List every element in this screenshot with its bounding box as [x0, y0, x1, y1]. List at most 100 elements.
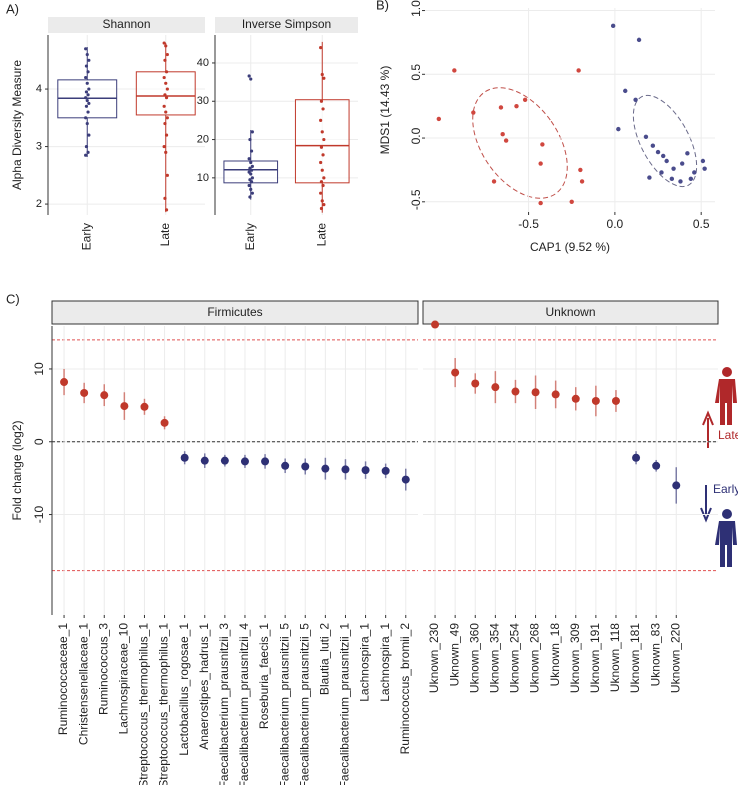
x-tick-label: Faecalibacterium_prausnitzii_1	[338, 623, 352, 785]
point	[322, 137, 326, 142]
point	[180, 453, 189, 462]
point	[164, 110, 168, 114]
point	[341, 465, 350, 474]
x-tick-label: Uknown_220	[668, 623, 682, 693]
y-tick-label: 1.0	[409, 0, 423, 17]
point	[84, 64, 89, 68]
point	[120, 402, 129, 411]
point	[162, 104, 166, 108]
x-tick-label: Blautia_luti_2	[318, 623, 332, 695]
point	[87, 133, 91, 137]
point	[165, 52, 169, 57]
point	[249, 149, 254, 153]
point	[247, 74, 251, 78]
x-axis-label: CAP1 (9.52 %)	[530, 240, 610, 254]
point	[249, 187, 253, 191]
x-tick-label: Roseburia_faecis_1	[257, 623, 271, 729]
point	[86, 93, 90, 97]
point	[85, 121, 89, 126]
point	[281, 461, 290, 470]
annotation-late: Late	[718, 428, 738, 442]
point	[240, 457, 249, 466]
x-tick-label: Christensenellaceae_1	[76, 623, 90, 745]
x-tick-label: Uknown_181	[628, 623, 642, 693]
point	[319, 160, 323, 165]
ellipses	[472, 87, 698, 199]
point	[511, 387, 520, 396]
point	[702, 166, 707, 171]
x-tick-label: Uknown_49	[447, 623, 461, 687]
y-tick-label: 20	[197, 133, 209, 145]
point	[220, 456, 229, 465]
y-tick-label: -10	[32, 506, 46, 524]
y-tick-label: 10	[197, 172, 209, 184]
point	[514, 103, 519, 109]
facet-strip	[422, 300, 719, 325]
point	[503, 138, 509, 143]
point	[86, 70, 90, 74]
point	[491, 179, 497, 184]
point	[163, 121, 167, 126]
x-tick-label: Uknown_360	[467, 623, 481, 693]
y-tick-label: 0.0	[409, 127, 423, 144]
point	[320, 199, 324, 203]
point	[319, 99, 324, 103]
point	[321, 153, 325, 157]
point	[250, 164, 254, 168]
point	[250, 191, 254, 195]
x-tick-label: Streptococcus_thermophilus_1	[137, 623, 151, 785]
x-tick-label: Late	[158, 223, 172, 247]
point	[249, 172, 253, 176]
y-tick-label: 0.5	[409, 64, 423, 81]
point	[623, 88, 628, 94]
point	[579, 179, 585, 184]
y-tick-label: 3	[36, 140, 42, 152]
point	[164, 96, 169, 100]
point	[452, 68, 457, 73]
facet-title: Inverse Simpson	[242, 17, 331, 31]
x-tick-label: Lachnospira_1	[378, 623, 392, 702]
x-tick-label: Uknown_18	[548, 623, 562, 687]
y-tick-label: 0	[32, 438, 46, 445]
y-axis-label: Fold change (log2)	[10, 420, 24, 520]
facet-strip	[48, 17, 205, 33]
point	[361, 466, 370, 475]
y-axis-label: MDS1 (14.43 %)	[378, 66, 392, 155]
point	[669, 176, 675, 182]
x-tick-label: Lactobacillus_rogosae_1	[177, 623, 191, 756]
y-tick-label: 40	[197, 57, 209, 69]
x-tick-label: 0.5	[693, 217, 710, 231]
point	[84, 47, 88, 51]
point	[538, 200, 543, 206]
x-tick-label: Lachnospira_1	[358, 623, 372, 702]
point	[60, 378, 69, 387]
point	[84, 90, 89, 94]
point	[249, 160, 253, 165]
point	[321, 107, 325, 111]
x-tick-label: Faecalibacterium_prausnitzii_5	[297, 623, 311, 785]
point	[164, 70, 169, 74]
point	[163, 58, 167, 62]
point	[700, 158, 706, 164]
x-tick-label: Ruminococcus_3	[96, 623, 110, 715]
y-tick-label: 4	[36, 83, 42, 95]
point	[164, 150, 168, 154]
x-tick-label: Uknown_230	[427, 623, 441, 693]
x-tick-label: Early	[243, 223, 257, 250]
x-tick-label: Ruminococcus_bromii_2	[398, 623, 412, 755]
x-tick-label: Lachnospiraceae_10	[117, 623, 131, 735]
point	[162, 75, 166, 80]
facet-strip	[215, 17, 358, 33]
point	[84, 144, 89, 149]
y-tick-label: 2	[36, 198, 42, 210]
point	[86, 110, 90, 114]
point	[688, 176, 694, 182]
point	[249, 168, 254, 172]
x-tick-label: Streptococcus_thermophilus_1	[157, 623, 171, 785]
point	[381, 466, 390, 475]
point	[672, 481, 681, 490]
point	[659, 170, 664, 175]
point	[84, 96, 88, 100]
x-tick-label: Anaerostipes_hadrus_1	[197, 623, 211, 750]
point	[491, 383, 500, 392]
